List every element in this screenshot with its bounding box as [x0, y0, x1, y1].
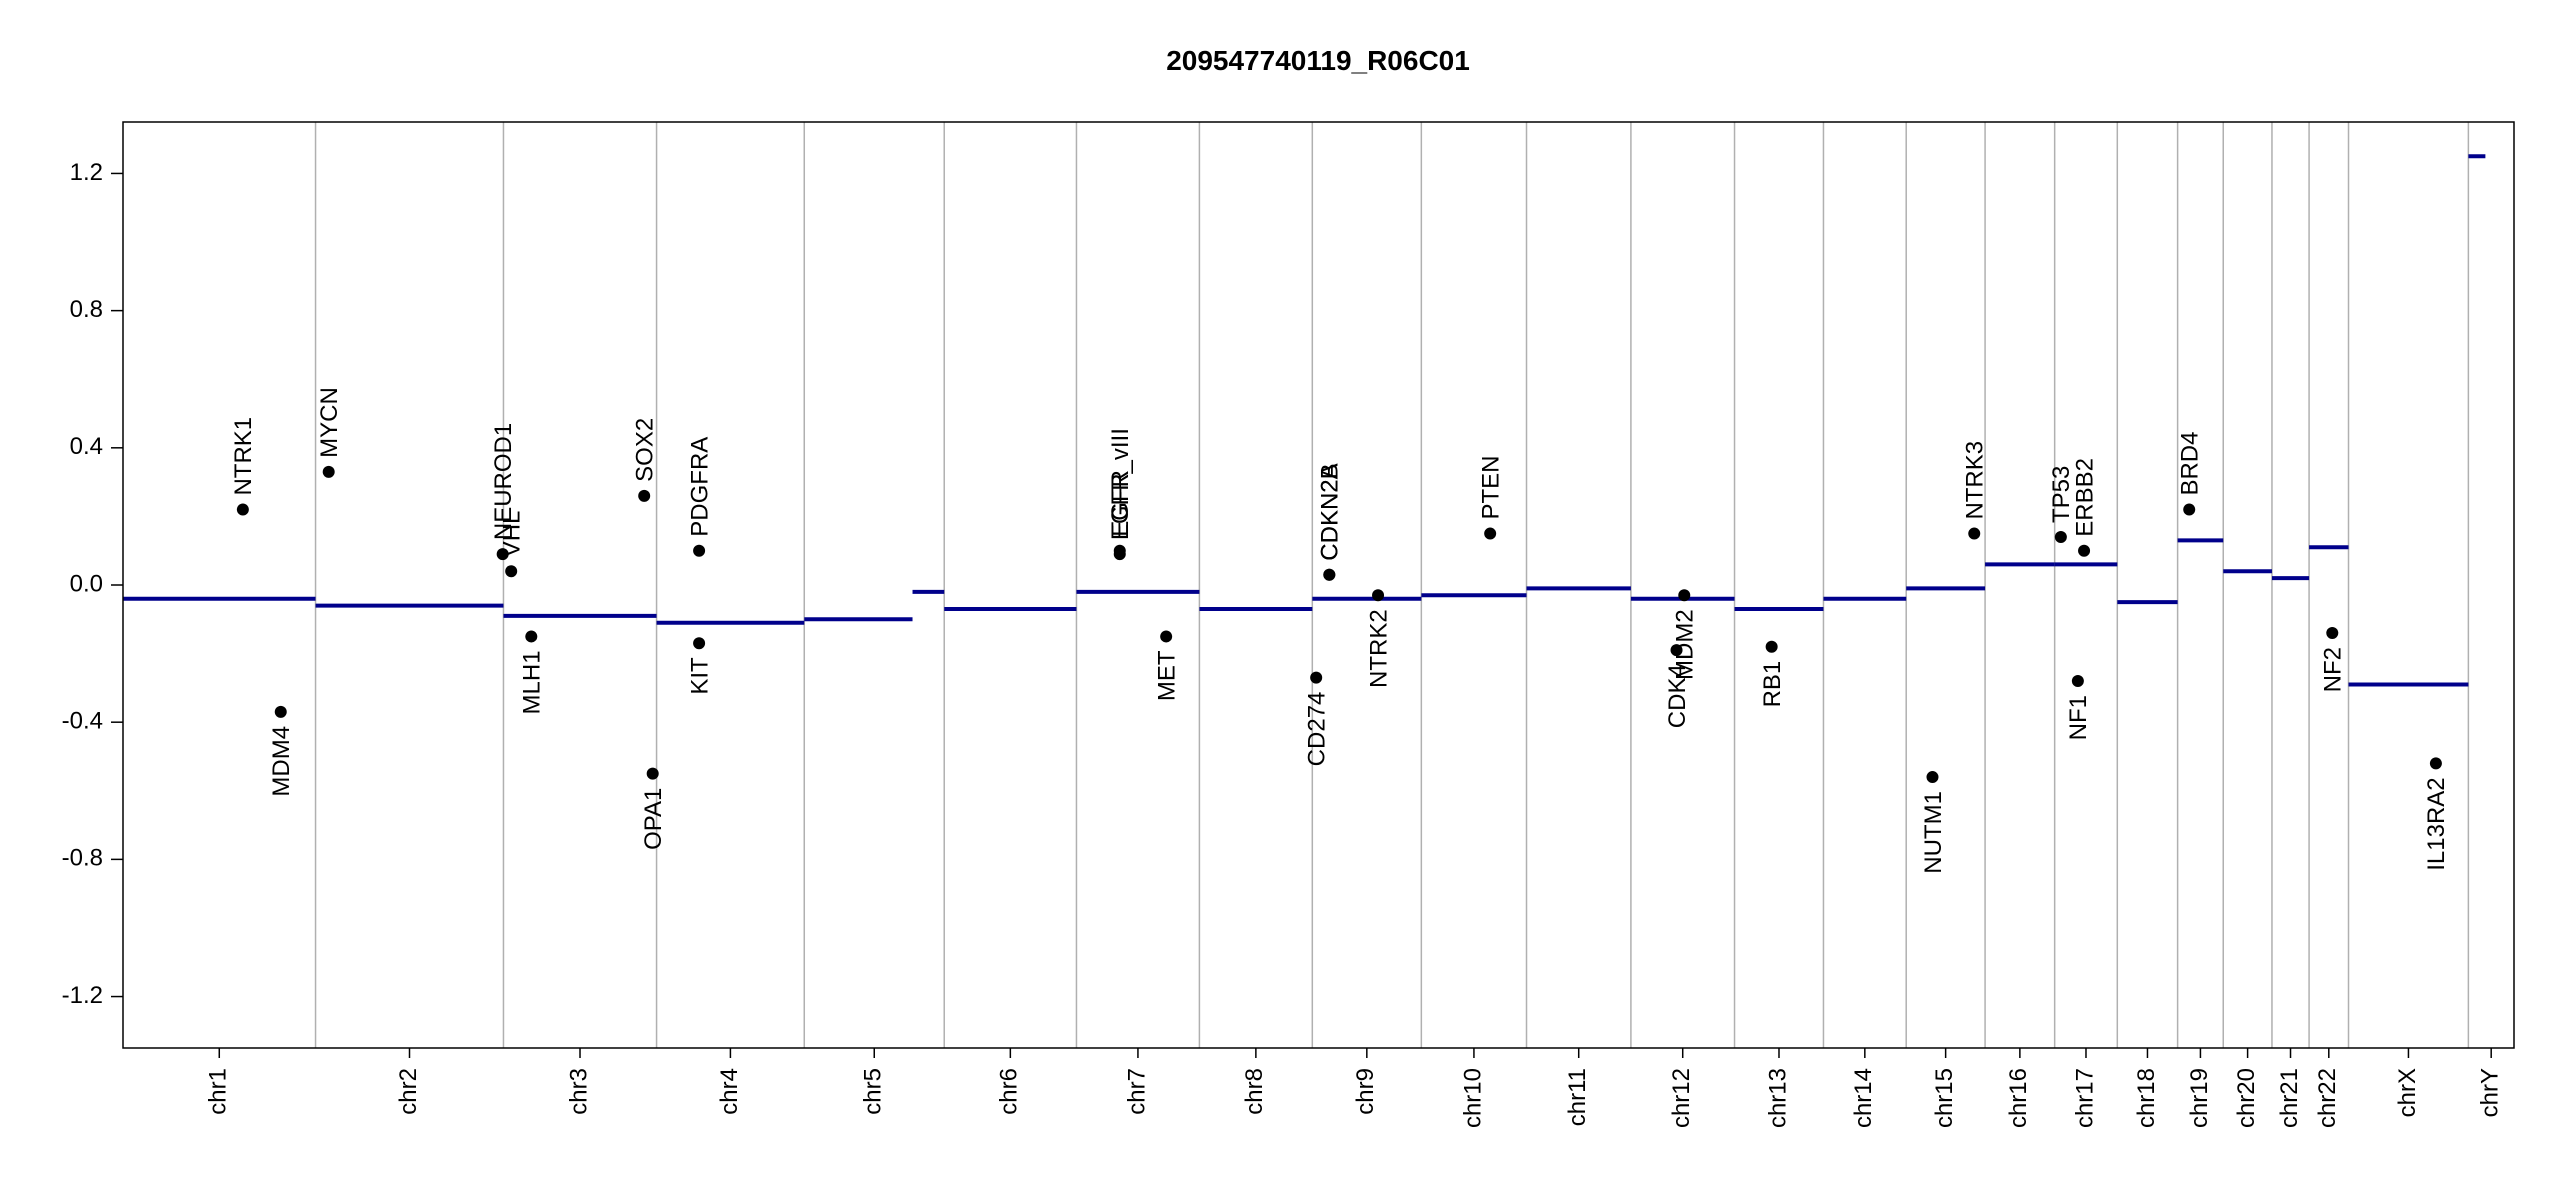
gene-point — [638, 489, 651, 502]
y-tick-label: -1.2 — [62, 982, 103, 1009]
y-tick-label: 0.8 — [70, 296, 103, 323]
gene-label: PDGFRA — [686, 437, 713, 537]
gene-label: RB1 — [1759, 661, 1786, 708]
gene-label: VHL — [499, 511, 526, 558]
x-tick-label: chr3 — [565, 1068, 592, 1115]
gene-label: CDK4 — [1664, 664, 1691, 728]
gene-label: NF1 — [2065, 695, 2092, 740]
x-tick-label: chr22 — [2314, 1068, 2341, 1128]
plot-frame — [122, 121, 2515, 1049]
x-tick-label: chr6 — [996, 1068, 1023, 1115]
gene-point — [1968, 527, 1981, 540]
gene-point — [236, 503, 249, 516]
x-tick-label: chr21 — [2276, 1068, 2303, 1128]
gene-label: MDM4 — [268, 726, 295, 797]
gene-point — [1323, 568, 1336, 581]
gene-label: PTEN — [1478, 456, 1505, 520]
x-tick-label: chr18 — [2133, 1068, 2160, 1128]
gene-point — [1484, 527, 1497, 540]
gene-label: TP53 — [2048, 466, 2075, 523]
x-tick-label: chr13 — [1764, 1068, 1791, 1128]
gene-point — [1310, 671, 1323, 684]
gene-point — [525, 630, 538, 643]
gene-label: KIT — [686, 657, 713, 695]
x-tick-label: chr5 — [860, 1068, 887, 1115]
x-tick-label: chr11 — [1564, 1068, 1591, 1126]
y-tick-label: -0.8 — [62, 845, 103, 872]
gene-label: EGFR_vIII — [1107, 428, 1134, 540]
gene-label: MLH1 — [519, 650, 546, 714]
gene-point — [646, 767, 659, 780]
x-tick-label: chr20 — [2233, 1068, 2260, 1128]
gene-point — [2429, 757, 2442, 770]
gene-point — [322, 465, 335, 478]
gene-point — [693, 637, 706, 650]
gene-label: MET — [1154, 650, 1181, 701]
gene-label: NTRK3 — [1962, 441, 1989, 520]
x-tick-label: chr19 — [2186, 1068, 2213, 1128]
gene-point — [274, 705, 287, 718]
gene-point — [693, 544, 706, 557]
x-tick-label: chr2 — [395, 1068, 422, 1115]
gene-label: NTRK2 — [1365, 609, 1392, 688]
x-tick-label: chrX — [2394, 1068, 2421, 1117]
gene-label: CDKN2A — [1317, 463, 1344, 560]
x-tick-label: chr17 — [2071, 1068, 2098, 1128]
y-tick-label: -0.4 — [62, 708, 103, 735]
gene-label: CD274 — [1304, 692, 1331, 767]
gene-label: MDM2 — [1672, 609, 1699, 680]
gene-label: ERBB2 — [2071, 458, 2098, 537]
gene-label: NUTM1 — [1920, 791, 1947, 874]
y-tick-label: 1.2 — [70, 159, 103, 186]
gene-point — [1160, 630, 1173, 643]
gene-label: BRD4 — [2177, 432, 2204, 496]
gene-label: IL13RA2 — [2423, 777, 2450, 870]
gene-point — [2183, 503, 2196, 516]
x-tick-label: chr8 — [1241, 1068, 1268, 1115]
gene-point — [1765, 640, 1778, 653]
gene-point — [505, 565, 518, 578]
gene-point — [2054, 530, 2067, 543]
x-tick-label: chr9 — [1352, 1068, 1379, 1115]
gene-label: MYCN — [316, 387, 343, 458]
x-tick-label: chr10 — [1459, 1068, 1486, 1128]
gene-point — [2326, 627, 2339, 640]
gene-point — [1926, 771, 1939, 784]
gene-label: EGFR — [1107, 470, 1134, 537]
x-tick-label: chr16 — [2005, 1068, 2032, 1128]
gene-point — [2071, 675, 2084, 688]
gene-point — [2078, 544, 2091, 557]
chart-title: 209547740119_R06C01 — [1166, 45, 1470, 76]
gene-point — [1670, 644, 1683, 657]
x-tick-label: chr15 — [1931, 1068, 1958, 1128]
x-tick-label: chr7 — [1123, 1068, 1150, 1115]
x-tick-label: chr12 — [1668, 1068, 1695, 1128]
gene-label: NF2 — [2320, 647, 2347, 692]
x-tick-label: chrY — [2477, 1068, 2504, 1117]
gene-label: SOX2 — [632, 418, 659, 482]
x-tick-label: chr1 — [205, 1068, 232, 1115]
gene-point — [496, 548, 509, 561]
gene-label: CDKN2B — [1317, 463, 1344, 560]
gene-point — [1113, 548, 1126, 561]
y-tick-label: 0.4 — [70, 433, 103, 460]
x-tick-label: chr14 — [1850, 1068, 1877, 1128]
x-tick-label: chr4 — [716, 1068, 743, 1115]
gene-label: NTRK1 — [230, 417, 257, 496]
gene-label: NEUROD1 — [490, 423, 517, 540]
gene-point — [1678, 589, 1691, 602]
gene-point — [1372, 589, 1385, 602]
y-tick-label: 0.0 — [70, 570, 103, 597]
gene-label: OPA1 — [640, 788, 667, 850]
